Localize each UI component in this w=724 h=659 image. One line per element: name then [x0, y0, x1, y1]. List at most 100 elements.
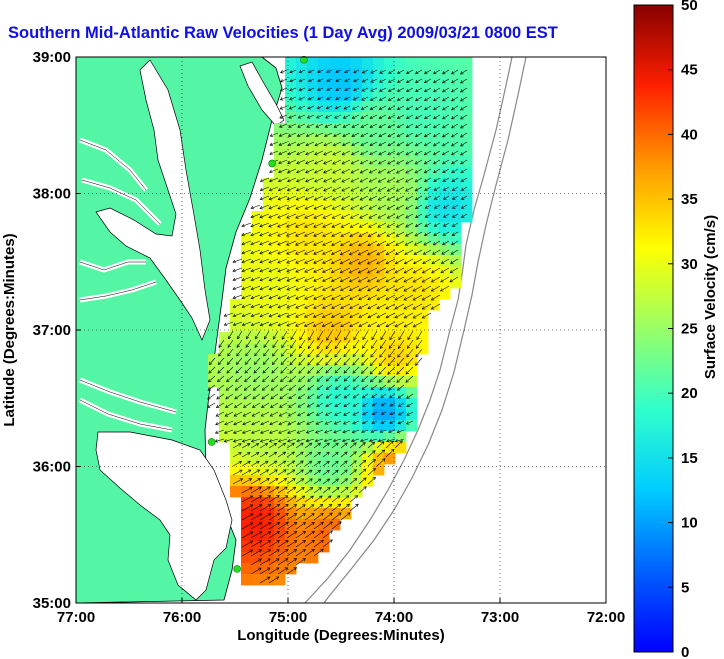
velocity-arrow — [389, 411, 396, 415]
velocity-cell — [263, 189, 275, 201]
velocity-arrow — [334, 357, 342, 366]
velocity-cell — [219, 398, 231, 410]
velocity-cell — [241, 563, 253, 575]
velocity-arrow — [305, 186, 315, 191]
velocity-arrow — [358, 303, 369, 309]
velocity-cell — [285, 145, 297, 157]
velocity-arrow — [341, 204, 351, 210]
arrow-head — [386, 179, 391, 183]
arrow-head — [424, 187, 428, 191]
arrow-head — [394, 270, 399, 274]
velocity-cell — [329, 244, 341, 256]
arrow-head — [316, 345, 320, 350]
arrow-head — [289, 97, 293, 101]
velocity-arrow — [388, 114, 396, 119]
arrow-head — [268, 233, 272, 237]
velocity-cell — [219, 365, 231, 377]
velocity-cell — [428, 299, 440, 311]
velocity-arrow — [218, 357, 225, 365]
velocity-arrow — [367, 477, 376, 485]
arrow-head — [415, 214, 419, 219]
velocity-cell — [384, 79, 396, 91]
velocity-arrow — [255, 330, 261, 340]
arrow-head — [403, 260, 408, 265]
arrow-head — [225, 387, 230, 391]
velocity-arrow — [405, 213, 414, 219]
velocity-arrow — [387, 357, 396, 367]
velocity-arrow — [242, 321, 252, 326]
velocity-cell — [285, 200, 297, 212]
velocity-arrow — [315, 438, 324, 442]
river-outline — [81, 179, 161, 225]
arrow-head — [442, 106, 446, 111]
velocity-arrow — [340, 478, 348, 485]
velocity-arrow — [241, 222, 252, 227]
arrow-head — [304, 296, 308, 300]
velocity-cell — [351, 431, 363, 443]
arrow-head — [328, 503, 333, 508]
arrow-head — [442, 196, 447, 200]
velocity-cell — [230, 387, 242, 399]
velocity-cell — [362, 57, 374, 69]
velocity-cell — [241, 475, 253, 487]
velocity-arrow — [314, 195, 324, 201]
velocity-cell — [450, 178, 462, 190]
velocity-arrow — [340, 303, 351, 309]
arrow-head — [289, 370, 293, 374]
velocity-arrow — [295, 222, 306, 228]
velocity-arrow — [306, 132, 315, 137]
arrow-head — [309, 487, 314, 491]
velocity-cell — [263, 431, 275, 443]
arrow-head — [377, 224, 381, 228]
velocity-arrow — [268, 204, 279, 209]
velocity-cell — [274, 123, 286, 135]
arrow-head — [361, 79, 366, 83]
velocity-cell — [351, 167, 363, 179]
arrow-head — [460, 89, 464, 93]
velocity-cell — [307, 332, 319, 344]
velocity-arrow — [242, 420, 252, 425]
velocity-arrow — [349, 478, 357, 485]
velocity-cell — [318, 376, 330, 388]
velocity-cell — [252, 343, 264, 355]
arrow-head — [361, 386, 366, 390]
velocity-cell — [329, 167, 341, 179]
arrow-head — [325, 412, 329, 416]
velocity-arrow — [351, 141, 360, 146]
velocity-arrow — [259, 478, 270, 485]
velocity-cell — [274, 409, 286, 421]
velocity-arrow — [295, 267, 306, 273]
arrow-head — [245, 352, 249, 357]
velocity-arrow — [224, 312, 234, 317]
arrow-head — [395, 179, 400, 183]
velocity-arrow — [322, 478, 330, 485]
velocity-cell — [329, 464, 341, 476]
velocity-arrow — [268, 258, 279, 263]
velocity-arrow — [316, 375, 324, 382]
arrow-head — [432, 152, 437, 156]
arrow-head — [358, 287, 362, 292]
arrow-head — [333, 421, 338, 425]
velocity-arrow — [442, 231, 450, 236]
arrow-head — [442, 134, 446, 138]
velocity-arrow — [259, 460, 269, 467]
velocity-cell — [395, 90, 407, 102]
arrow-head — [316, 395, 320, 399]
velocity-arrow — [245, 348, 252, 357]
arrow-head — [344, 69, 348, 74]
velocity-cell — [340, 68, 352, 80]
arrow-head — [368, 224, 372, 228]
arrow-head — [376, 242, 381, 247]
arrow-head — [244, 361, 249, 365]
velocity-arrow — [286, 469, 295, 476]
arrow-head — [293, 495, 297, 499]
arrow-head — [353, 87, 357, 92]
velocity-arrow — [217, 366, 225, 374]
velocity-cell — [439, 79, 451, 91]
arrow-head — [406, 412, 410, 416]
velocity-arrow — [369, 141, 378, 146]
velocity-arrow — [396, 213, 405, 219]
velocity-arrow — [397, 348, 405, 358]
velocity-cell — [307, 288, 319, 300]
velocity-cell — [263, 486, 275, 498]
